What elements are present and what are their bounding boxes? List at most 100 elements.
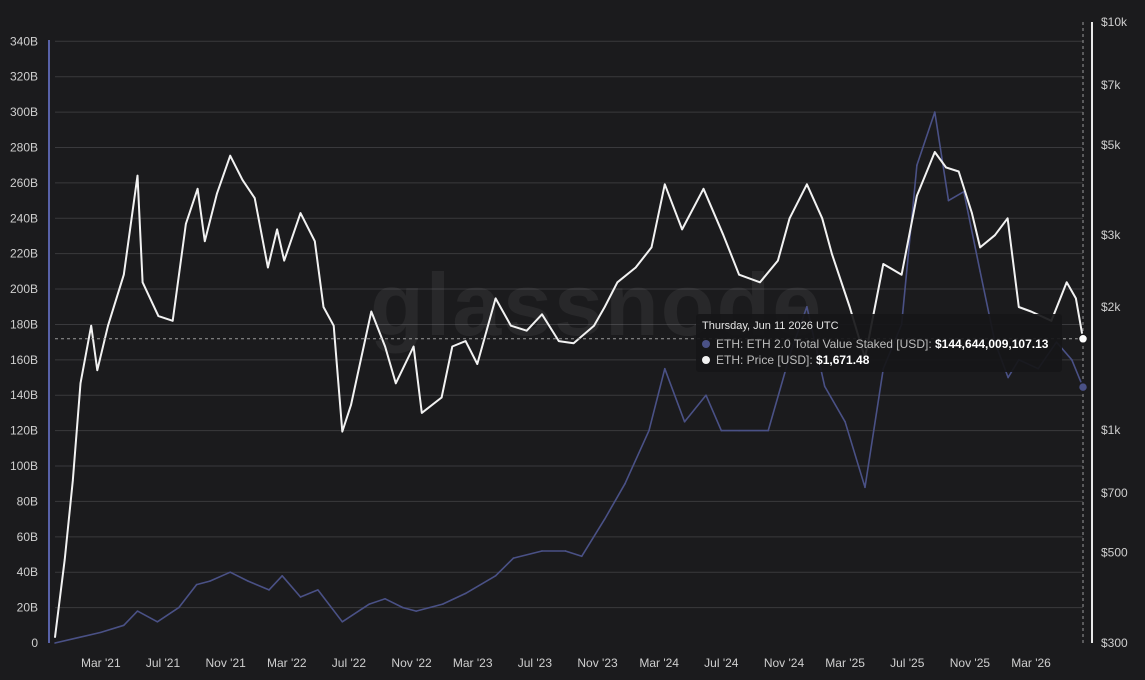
price-point bbox=[900, 273, 903, 276]
staked-point bbox=[317, 589, 319, 591]
x-tick-label: Mar '23 bbox=[453, 656, 493, 670]
staked-point bbox=[415, 610, 417, 612]
price-point bbox=[831, 253, 833, 255]
staked-marker bbox=[1077, 381, 1089, 393]
price-point bbox=[420, 412, 423, 414]
price-point bbox=[90, 324, 92, 327]
price-point bbox=[572, 342, 575, 345]
staked-point bbox=[494, 574, 497, 577]
staked-point bbox=[209, 580, 211, 582]
price-point bbox=[945, 166, 947, 169]
price-point bbox=[229, 154, 232, 157]
staked-point bbox=[738, 429, 740, 432]
staked-value-line bbox=[54, 111, 1084, 644]
left-tick-label: 180B bbox=[10, 317, 38, 331]
price-point bbox=[451, 345, 454, 348]
price-point bbox=[185, 222, 187, 225]
price-point bbox=[603, 306, 606, 308]
price-point bbox=[203, 240, 206, 243]
x-tick-label: Mar '25 bbox=[825, 656, 865, 670]
staked-point bbox=[268, 589, 270, 591]
price-point bbox=[971, 212, 973, 214]
price-point bbox=[558, 340, 560, 342]
price-point bbox=[722, 234, 725, 237]
price-point bbox=[79, 382, 82, 385]
staked-point bbox=[281, 574, 283, 577]
series-layer bbox=[54, 111, 1084, 644]
price-line bbox=[54, 151, 1084, 638]
left-tick-label: 220B bbox=[10, 247, 38, 261]
left-tick-label: 120B bbox=[10, 424, 38, 438]
left-tick-label: 320B bbox=[10, 70, 38, 84]
staked-point bbox=[384, 597, 386, 600]
price-point bbox=[314, 240, 316, 243]
price-point bbox=[341, 430, 344, 433]
tooltip-row-price: ETH: Price [USD]: $1,671.48 bbox=[702, 353, 869, 367]
staked-point bbox=[341, 620, 344, 623]
price-point bbox=[916, 194, 918, 197]
price-point bbox=[979, 246, 981, 249]
staked-point bbox=[1070, 359, 1073, 361]
price-point bbox=[276, 228, 278, 231]
price-point bbox=[253, 197, 256, 199]
price-point bbox=[476, 363, 479, 365]
price-point bbox=[1075, 297, 1077, 300]
staked-point bbox=[156, 620, 159, 623]
price-point bbox=[283, 259, 286, 262]
staked-point bbox=[229, 571, 232, 574]
price-point bbox=[122, 273, 125, 276]
price-point bbox=[1018, 306, 1020, 308]
x-tick-label: Nov '25 bbox=[950, 656, 991, 670]
price-point bbox=[821, 217, 823, 220]
x-tick-label: Nov '24 bbox=[764, 656, 805, 670]
price-point bbox=[806, 183, 808, 186]
price-point bbox=[1030, 310, 1032, 313]
right-tick-label: $10k bbox=[1101, 15, 1128, 29]
price-point bbox=[136, 174, 139, 177]
left-tick-label: 340B bbox=[10, 34, 38, 48]
x-tick-label: Jul '22 bbox=[332, 656, 367, 670]
tooltip-staked-label: ETH: ETH 2.0 Total Value Staked [USD]: bbox=[716, 337, 935, 351]
right-tick-label: $3k bbox=[1101, 228, 1121, 242]
price-point bbox=[494, 297, 497, 300]
price-point bbox=[882, 263, 885, 265]
x-tick-label: Mar '24 bbox=[639, 656, 679, 670]
staked-point bbox=[299, 596, 302, 598]
price-point bbox=[759, 281, 761, 284]
staked-point bbox=[705, 394, 707, 397]
tooltip: Thursday, Jun 11 2026 UTC ETH: ETH 2.0 T… bbox=[696, 314, 1062, 372]
left-tick-label: 80B bbox=[17, 494, 38, 508]
staked-point bbox=[122, 624, 125, 627]
tooltip-date: Thursday, Jun 11 2026 UTC bbox=[702, 320, 839, 332]
price-point bbox=[107, 324, 109, 327]
staked-point bbox=[844, 420, 846, 423]
staked-legend-dot bbox=[702, 340, 710, 348]
staked-point bbox=[77, 636, 79, 639]
staked-point bbox=[806, 305, 808, 308]
price-point bbox=[440, 396, 443, 399]
staked-point bbox=[195, 583, 198, 586]
price-point bbox=[267, 266, 269, 269]
staked-point bbox=[580, 555, 583, 558]
staked-point bbox=[100, 631, 102, 634]
tooltip-staked-value: $144,644,009,107.13 bbox=[934, 337, 1049, 351]
staked-point bbox=[648, 429, 650, 432]
staked-point bbox=[402, 606, 404, 609]
gridlines bbox=[55, 40, 1083, 609]
left-tick-label: 160B bbox=[10, 353, 38, 367]
price-point bbox=[525, 329, 528, 332]
x-tick-label: Mar '22 bbox=[267, 656, 307, 670]
price-point bbox=[54, 636, 56, 638]
price-point bbox=[322, 306, 325, 308]
right-tick-label: $5k bbox=[1101, 138, 1121, 152]
right-tick-label: $500 bbox=[1101, 546, 1128, 560]
price-point bbox=[96, 369, 99, 371]
right-axis-ticks: $300 $500 $700 $1k $2k $3k $5k $7k $10k bbox=[1101, 15, 1128, 650]
price-point bbox=[541, 313, 543, 316]
right-tick-label: $300 bbox=[1101, 636, 1128, 650]
left-tick-label: 60B bbox=[17, 530, 38, 544]
price-point bbox=[510, 324, 512, 327]
price-marker bbox=[1077, 333, 1089, 345]
staked-point bbox=[720, 429, 723, 432]
x-tick-label: Nov '23 bbox=[577, 656, 618, 670]
